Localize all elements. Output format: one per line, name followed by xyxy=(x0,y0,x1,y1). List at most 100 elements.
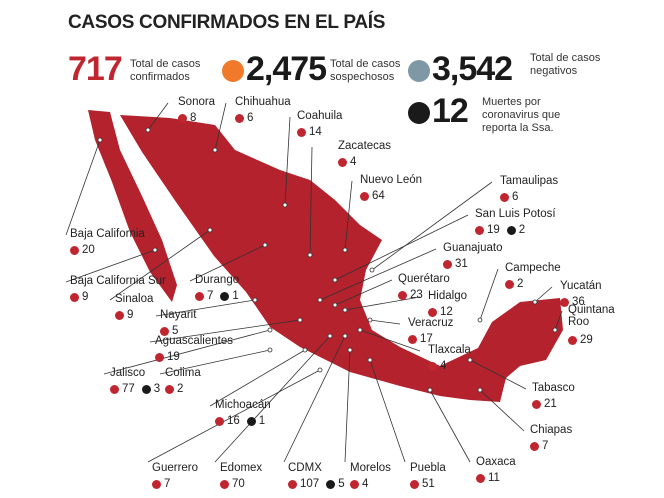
leader-line xyxy=(534,286,553,303)
death-dot xyxy=(326,479,336,489)
leader-line xyxy=(429,389,471,463)
state-counts: 64 xyxy=(360,190,389,202)
state-name: Durango xyxy=(195,274,240,286)
summary-label: Total de casos negativos xyxy=(530,52,601,77)
leader-line xyxy=(189,244,266,282)
case-dot xyxy=(560,297,569,307)
state-name: Sonora xyxy=(178,96,216,108)
case-count: 2 xyxy=(517,278,524,290)
baja-peninsula xyxy=(88,110,177,302)
mainland xyxy=(120,115,563,402)
case-dot xyxy=(70,292,79,302)
leader-line xyxy=(149,319,301,343)
state-counts: 11 xyxy=(476,472,504,484)
state-name: Puebla xyxy=(410,462,446,474)
summary-label: Total de casos sospechosos xyxy=(330,58,401,83)
state-name: Oaxaca xyxy=(476,456,516,468)
state-name: Edomex xyxy=(220,462,263,474)
case-dot xyxy=(235,113,244,123)
case-count: 70 xyxy=(232,478,245,490)
leader-line xyxy=(209,349,306,407)
leader-line xyxy=(284,116,291,206)
location-point xyxy=(342,247,348,253)
case-dot xyxy=(178,113,187,123)
leader-line xyxy=(147,102,169,131)
case-dot xyxy=(215,416,224,426)
state-counts: 19 xyxy=(155,351,184,363)
case-count: 17 xyxy=(420,333,433,345)
case-dot xyxy=(408,334,417,344)
location-point xyxy=(145,127,151,133)
state-counts: 21 xyxy=(532,398,561,410)
state-name: Querétaro xyxy=(398,273,450,285)
death-dot xyxy=(506,225,516,235)
leader-line xyxy=(109,229,211,301)
state-counts: 31 xyxy=(443,258,472,270)
location-point xyxy=(267,347,273,353)
state-counts: 70 xyxy=(220,478,249,490)
state-counts: 4 xyxy=(338,156,360,168)
state-name: Colima xyxy=(165,367,201,379)
state-name: Coahuila xyxy=(297,110,343,122)
state-counts: 9 xyxy=(70,291,92,303)
case-dot xyxy=(398,290,407,300)
case-count: 31 xyxy=(455,258,468,270)
location-point xyxy=(282,202,288,208)
leader-line xyxy=(103,329,271,375)
state-name: Nuevo León xyxy=(360,174,423,186)
location-point xyxy=(367,357,373,363)
state-name: CDMX xyxy=(288,462,322,474)
summary-value: 3,542 xyxy=(432,50,513,88)
location-point xyxy=(477,317,483,323)
leader-line xyxy=(344,180,353,251)
summary-value: 717 xyxy=(68,50,123,88)
state-name: Tamaulipas xyxy=(500,175,559,187)
state-counts: 17 xyxy=(408,333,437,345)
summary-label: Total de casos confirmados xyxy=(130,58,201,83)
case-count: 29 xyxy=(580,334,593,346)
state-counts: 9 xyxy=(115,309,137,321)
case-dot xyxy=(195,291,204,301)
leader-line xyxy=(344,349,351,463)
state-name: Quintana Roo xyxy=(568,304,615,328)
location-point xyxy=(332,302,338,308)
case-count: 8 xyxy=(190,112,197,124)
location-point xyxy=(317,297,323,303)
case-count: 6 xyxy=(247,112,254,124)
state-name: Sinaloa xyxy=(115,293,154,305)
state-counts: 2 xyxy=(165,383,187,395)
leader-line xyxy=(369,359,406,463)
case-dot xyxy=(110,384,119,394)
case-dot xyxy=(155,352,164,362)
death-count: 5 xyxy=(338,478,345,490)
leader-line xyxy=(469,359,527,390)
state-name: Yucatán xyxy=(560,280,602,292)
death-dot xyxy=(246,416,256,426)
case-dot xyxy=(505,279,514,289)
location-point xyxy=(212,147,218,153)
case-count: 64 xyxy=(372,190,385,202)
state-name: Baja California Sur xyxy=(70,275,166,287)
summary-value: 12 xyxy=(432,92,469,130)
summary-dot xyxy=(222,60,244,82)
state-counts: 2 xyxy=(505,278,527,290)
case-count: 16 xyxy=(227,415,240,427)
location-point xyxy=(267,327,273,333)
location-point xyxy=(369,267,375,273)
state-counts: 23 xyxy=(398,289,427,301)
leader-line xyxy=(214,335,331,463)
state-name: Hidalgo xyxy=(428,290,467,302)
state-counts: 29 xyxy=(568,334,597,346)
case-count: 14 xyxy=(309,126,322,138)
leader-line xyxy=(479,389,525,432)
case-count: 4 xyxy=(440,360,447,372)
case-dot xyxy=(115,310,124,320)
death-count: 2 xyxy=(518,224,526,236)
location-point xyxy=(467,357,473,363)
state-name: Campeche xyxy=(505,262,561,274)
case-dot xyxy=(410,479,419,489)
leader-line xyxy=(65,249,156,283)
state-name: Nayarit xyxy=(160,309,197,321)
state-name: Chihuahua xyxy=(235,96,291,108)
